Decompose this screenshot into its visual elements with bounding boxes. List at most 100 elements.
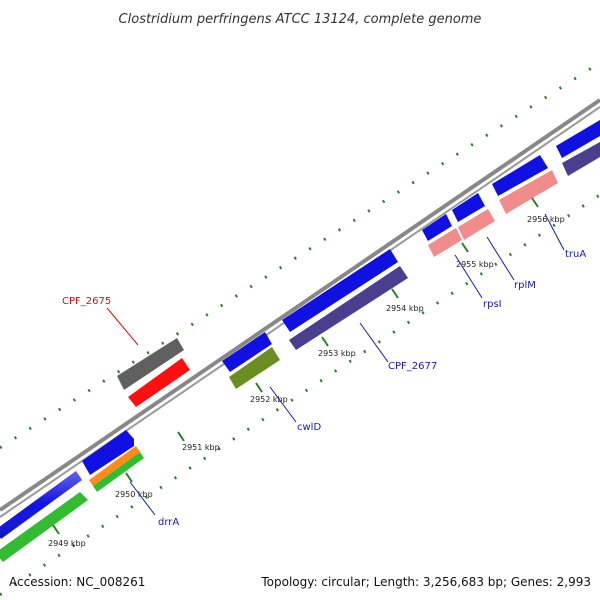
gene-label-text: rplM xyxy=(514,280,536,291)
reverse-strand-track xyxy=(0,142,600,562)
cds-feature[interactable] xyxy=(422,214,452,241)
ring-dot xyxy=(544,95,548,100)
ring-dot xyxy=(319,378,323,383)
gene-feature-rpsI[interactable] xyxy=(428,228,462,257)
ring-dot xyxy=(131,360,135,364)
gene-label-cwlD[interactable]: cwlD xyxy=(269,386,321,433)
ring-dot xyxy=(28,426,32,431)
ring-dot xyxy=(217,446,221,451)
gene-label-text: CPF_2677 xyxy=(388,361,437,372)
ring-dot xyxy=(435,301,440,305)
tick-label: 2954 kbp xyxy=(386,304,424,313)
cds-feature[interactable] xyxy=(0,471,82,539)
ring-dot xyxy=(411,180,415,185)
ring-dot xyxy=(334,369,338,373)
cds-feature[interactable] xyxy=(562,142,600,176)
gene-label-CPF_2675[interactable]: CPF_2675 xyxy=(62,296,139,346)
tick-label: 2953 kbp xyxy=(318,349,356,358)
tick-mark: 2952 kbp xyxy=(250,382,288,404)
accession-text: Accession: NC_008261 xyxy=(9,575,145,589)
ring-dot xyxy=(202,456,207,461)
ring-dot xyxy=(573,76,577,81)
gene-label-drrA[interactable]: drrA xyxy=(129,481,179,528)
ring-dot xyxy=(249,284,253,289)
tick-mark: 2955 kbp xyxy=(456,242,494,269)
ring-dot xyxy=(596,194,600,199)
tick-label: 2955 kbp xyxy=(456,260,494,269)
inner-dotted-ring xyxy=(0,194,600,597)
tick-mark: 2950 kbp xyxy=(115,472,153,499)
ring-dot xyxy=(278,265,283,270)
ring-dot xyxy=(537,233,542,237)
ring-dot xyxy=(323,237,327,242)
ring-dot xyxy=(479,272,483,276)
gene-label-rpsI[interactable]: rpsI xyxy=(454,254,502,310)
ring-dot xyxy=(523,243,527,247)
ring-dot xyxy=(304,388,309,393)
ring-dot xyxy=(232,437,236,441)
gene-feature-CPF_2675[interactable] xyxy=(117,338,184,390)
cds-feature[interactable] xyxy=(222,332,272,372)
ring-dot xyxy=(499,124,504,128)
ring-dot xyxy=(58,407,62,412)
ring-dot xyxy=(159,485,163,490)
ring-dot xyxy=(396,190,400,194)
tick-mark: 2954 kbp xyxy=(386,288,424,313)
map-title: Clostridium perfringens ATCC 13124, comp… xyxy=(119,12,482,27)
ring-dot xyxy=(588,67,592,71)
gene-label-text: cwlD xyxy=(297,422,321,433)
ring-dot xyxy=(144,495,148,499)
ring-dot xyxy=(43,417,47,421)
cds-feature[interactable] xyxy=(452,193,485,222)
forward-strand-track xyxy=(0,120,600,539)
tick-label: 2951 kbp xyxy=(182,443,220,452)
gene-feature-rplM[interactable] xyxy=(458,209,495,240)
ring-dot xyxy=(0,592,3,597)
ring-dot xyxy=(508,252,512,257)
gene-label-rplM[interactable]: rplM xyxy=(486,236,536,291)
gene-feature-cwlD[interactable] xyxy=(229,347,280,389)
ring-dot xyxy=(146,350,150,355)
cds-feature[interactable] xyxy=(282,249,398,332)
ring-dot xyxy=(115,514,119,519)
rrna-feature[interactable] xyxy=(0,492,88,562)
ring-dot xyxy=(558,86,562,90)
gene-feature-truA[interactable] xyxy=(499,170,558,214)
ring-dot xyxy=(175,332,180,336)
ring-dot xyxy=(102,379,106,383)
ring-dot xyxy=(290,398,294,402)
gene-feature-CPF_2675-red[interactable] xyxy=(128,358,190,407)
cds-feature[interactable] xyxy=(556,120,600,158)
ring-dot xyxy=(161,341,165,346)
ring-dot xyxy=(87,388,91,393)
ring-dot xyxy=(0,445,3,450)
ring-dot xyxy=(86,534,90,538)
ring-dot xyxy=(261,417,265,422)
position-ticks: 2949 kbp 2950 kbp 2951 kbp 2952 kbp 2953… xyxy=(48,197,565,548)
cds-feature[interactable] xyxy=(492,155,548,196)
ring-dot xyxy=(352,218,356,223)
ring-dot xyxy=(264,275,268,279)
gene-label-text: truA xyxy=(565,249,586,260)
gene-labels: CPF_2675 drrA cwlD CPF_2677 rpsI rplM tr… xyxy=(62,213,586,528)
ring-dot xyxy=(173,475,178,480)
ring-dot xyxy=(581,204,585,208)
gene-label-text: CPF_2675 xyxy=(62,296,111,307)
ring-dot xyxy=(337,228,342,232)
ring-dot xyxy=(455,152,459,156)
gene-label-CPF_2677[interactable]: CPF_2677 xyxy=(359,322,437,372)
gene-feature-drrA-green[interactable] xyxy=(93,452,144,492)
ring-dot xyxy=(57,553,61,558)
cds-feature[interactable] xyxy=(82,430,134,475)
ring-dot xyxy=(440,161,445,166)
ring-dot xyxy=(529,105,533,109)
ring-dot xyxy=(470,142,474,147)
ring-dot xyxy=(234,294,238,298)
ring-dot xyxy=(494,262,498,266)
gene-label-truA[interactable]: truA xyxy=(544,213,586,260)
gene-feature-drrA-orange[interactable] xyxy=(89,446,140,486)
tick-mark: 2953 kbp xyxy=(318,336,356,358)
ring-dot xyxy=(426,171,430,175)
gene-feature-CPF_2677[interactable] xyxy=(289,266,408,350)
